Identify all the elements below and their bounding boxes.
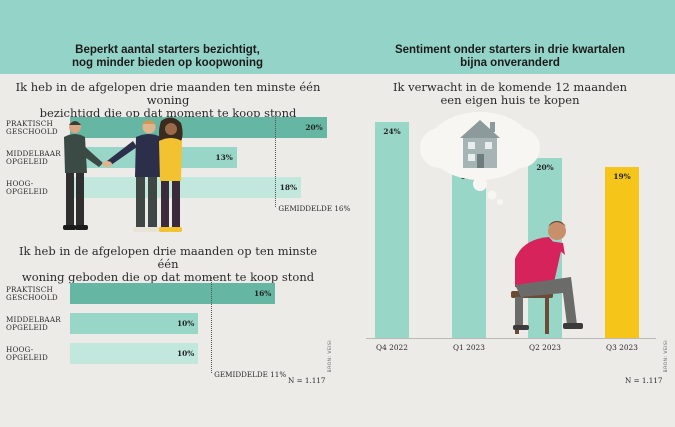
left-source: BRON: VEISI bbox=[328, 340, 333, 373]
category-label-line2: GESCHOOLD bbox=[6, 293, 58, 302]
left-title: Beperkt aantal starters bezichtigt, nog … bbox=[40, 44, 295, 70]
right-title: Sentiment onder starters in drie kwartal… bbox=[370, 44, 650, 70]
category-label-line2: GESCHOOLD bbox=[6, 127, 58, 136]
x-tick-label: Q4 2022 bbox=[376, 343, 408, 352]
category-label-line1: MIDDELBAAR bbox=[6, 149, 61, 158]
woman-figure bbox=[159, 117, 183, 232]
category-label: PRAKTISCH GESCHOOLD bbox=[6, 120, 58, 136]
bar bbox=[605, 167, 639, 338]
sad-man-figure bbox=[513, 221, 583, 330]
bar-value-label: 10% bbox=[177, 348, 195, 358]
man-middle-figure bbox=[102, 120, 161, 232]
header-band bbox=[0, 0, 675, 74]
right-source: BRON: VEISI bbox=[664, 340, 669, 373]
chart3-n-label: N = 1.117 bbox=[625, 376, 663, 385]
chart2-n-label: N = 1.117 bbox=[288, 376, 326, 385]
bar bbox=[70, 283, 276, 304]
bar bbox=[70, 313, 199, 334]
category-label-line1: HOOG- bbox=[6, 179, 34, 188]
average-line bbox=[275, 111, 277, 207]
category-label: MIDDELBAAR OPGELEID bbox=[6, 150, 61, 166]
bar-value-label: 19% bbox=[613, 172, 631, 181]
bar bbox=[70, 343, 199, 364]
category-label: PRAKTISCH GESCHOOLD bbox=[6, 286, 58, 302]
x-tick-label: Q2 2023 bbox=[529, 343, 561, 352]
house-icon bbox=[460, 120, 500, 168]
bar-value-label: 18% bbox=[279, 182, 297, 192]
category-label: HOOG- OPGELEID bbox=[6, 180, 48, 196]
category-label-line2: OPGELEID bbox=[6, 157, 48, 166]
thought-bubble-illustration bbox=[420, 112, 540, 205]
bar-value-label: 13% bbox=[215, 152, 233, 162]
category-label: MIDDELBAAR OPGELEID bbox=[6, 316, 61, 332]
bar-value-label: 20% bbox=[536, 163, 554, 172]
handshake-illustration bbox=[63, 117, 183, 232]
average-label: GEMIDDELDE 16% bbox=[278, 204, 351, 213]
sitting-man-illustration bbox=[511, 221, 583, 334]
category-label: HOOG- OPGELEID bbox=[6, 346, 48, 362]
bar-value-label: 10% bbox=[177, 318, 195, 328]
x-tick-label: Q1 2023 bbox=[453, 343, 485, 352]
category-label-line1: PRAKTISCH bbox=[6, 285, 53, 294]
x-axis-line bbox=[366, 338, 656, 339]
category-label-line1: PRAKTISCH bbox=[6, 119, 53, 128]
category-label-line2: OPGELEID bbox=[6, 187, 48, 196]
chart3-subtitle: Ik verwacht in de komende 12 maanden een… bbox=[370, 81, 650, 107]
bar-value-label: 16% bbox=[254, 288, 272, 298]
left-title-line2: nog minder bieden op koopwoning bbox=[71, 57, 263, 69]
right-title-line2: bijna onveranderd bbox=[460, 57, 560, 69]
category-label-line1: MIDDELBAAR bbox=[6, 315, 61, 324]
chart1-subtitle-line1: Ik heb in de afgelopen drie maanden ten … bbox=[15, 80, 321, 107]
category-label-line2: OPGELEID bbox=[6, 323, 48, 332]
bar-value-label: 24% bbox=[383, 127, 401, 136]
category-label-line2: OPGELEID bbox=[6, 353, 48, 362]
chart2-subtitle-line1: Ik heb in de afgelopen drie maanden op t… bbox=[18, 244, 318, 271]
bar-value-label: 20% bbox=[305, 122, 323, 132]
category-label-line1: HOOG- bbox=[6, 345, 34, 354]
chart2-subtitle: Ik heb in de afgelopen drie maanden op t… bbox=[8, 245, 328, 284]
left-title-line1: Beperkt aantal starters bezichtigt, bbox=[75, 44, 260, 56]
chart1-subtitle: Ik heb in de afgelopen drie maanden ten … bbox=[8, 81, 328, 120]
chart1-subtitle-line2: bezichtigd die op dat moment te koop sto… bbox=[39, 106, 297, 120]
average-label: GEMIDDELDE 11% bbox=[214, 370, 287, 379]
bar bbox=[452, 167, 486, 338]
right-title-line1: Sentiment onder starters in drie kwartal… bbox=[394, 44, 626, 56]
chart3-subtitle-line2: een eigen huis te kopen bbox=[440, 93, 580, 107]
bar bbox=[70, 117, 327, 138]
bar bbox=[375, 122, 409, 338]
chart3-subtitle-line1: Ik verwacht in de komende 12 maanden bbox=[392, 80, 628, 94]
x-tick-label: Q3 2023 bbox=[606, 343, 638, 352]
man-left-figure bbox=[63, 121, 103, 230]
chart2-subtitle-line2: woning geboden die op dat moment te koop… bbox=[21, 270, 315, 284]
average-line bbox=[211, 277, 213, 373]
bar bbox=[70, 177, 301, 198]
